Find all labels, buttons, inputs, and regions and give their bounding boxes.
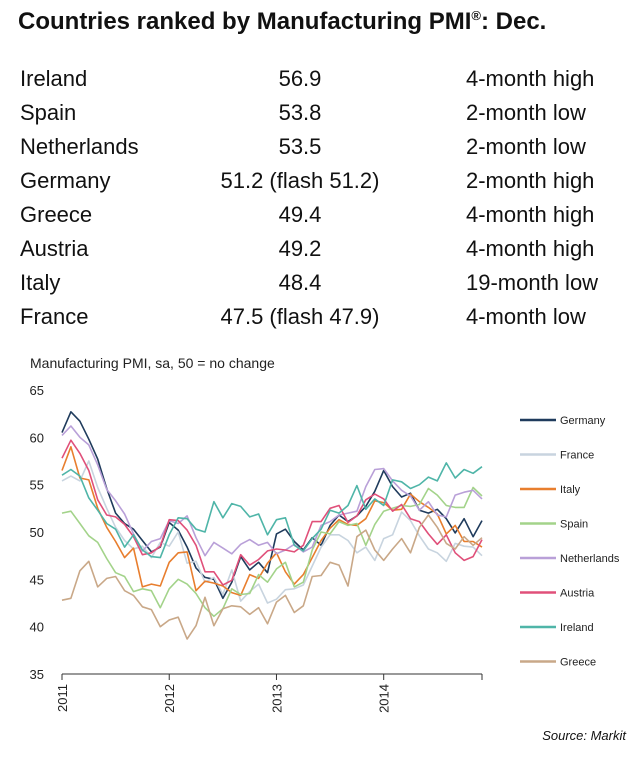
- ranking-table: Ireland 56.9 4-month high Spain 53.8 2-month…: [20, 62, 630, 334]
- pmi-value: 49.4: [278, 202, 322, 227]
- pmi-note: 19-month low: [466, 270, 599, 295]
- table-row: France 47.5 (flash 47.9) 4-month low: [20, 300, 630, 334]
- country-name: Austria: [20, 236, 89, 261]
- series-line-italy: [61, 446, 483, 597]
- pmi-value: 48.4: [278, 270, 322, 295]
- series-line-netherlands: [61, 425, 483, 557]
- table-row: Greece 49.4 4-month high: [20, 198, 630, 232]
- legend-label: Austria: [560, 588, 595, 600]
- table-row: Netherlands 53.5 2-month low: [20, 130, 630, 164]
- x-tick-label: 2011: [55, 684, 70, 712]
- country-name: France: [20, 304, 89, 329]
- country-name: Spain: [20, 100, 77, 125]
- pmi-line-chart: Manufacturing PMI, sa, 50 = no change 35 4…: [30, 355, 620, 713]
- country-name: Ireland: [20, 66, 88, 91]
- pmi-note: 4-month high: [466, 236, 595, 261]
- table-row: Italy 48.4 19-month low: [20, 266, 630, 300]
- table-row: Ireland 56.9 4-month high: [20, 62, 630, 96]
- table-row: Austria 49.2 4-month high: [20, 232, 630, 266]
- series-line-spain: [61, 486, 483, 618]
- pmi-value: 51.2 (flash 51.2): [220, 168, 380, 193]
- country-name: Greece: [20, 202, 93, 227]
- pmi-note: 4-month low: [466, 304, 586, 329]
- y-tick-label: 50: [30, 525, 44, 540]
- pmi-value: 49.2: [278, 236, 322, 261]
- legend-label: Spain: [560, 519, 588, 531]
- country-name: Germany: [20, 168, 111, 193]
- pmi-value: 47.5 (flash 47.9): [220, 304, 380, 329]
- x-tick-label: 2012: [162, 684, 177, 713]
- y-tick-label: 35: [30, 667, 44, 682]
- legend-label: Germany: [560, 415, 606, 427]
- pmi-note: 2-month low: [466, 134, 586, 159]
- legend-label: Italy: [560, 484, 581, 496]
- legend-label: Ireland: [560, 622, 594, 634]
- series-line-ireland: [61, 462, 483, 559]
- y-tick-label: 40: [30, 620, 44, 635]
- pmi-note: 2-month low: [466, 100, 586, 125]
- y-tick-label: 45: [30, 572, 44, 587]
- pmi-value: 56.9: [278, 66, 322, 91]
- legend-label: France: [560, 450, 594, 462]
- source-note: Source: Markit: [542, 728, 626, 743]
- pmi-note: 4-month high: [466, 66, 595, 91]
- chart-title: Manufacturing PMI, sa, 50 = no change: [30, 355, 275, 371]
- pmi-note: 2-month high: [466, 168, 595, 193]
- series-line-austria: [61, 439, 483, 586]
- y-tick-label: 55: [30, 478, 44, 493]
- legend-label: Greece: [560, 657, 596, 669]
- country-name: Italy: [20, 270, 61, 295]
- x-tick-label: 2014: [377, 684, 392, 713]
- y-tick-label: 65: [30, 383, 44, 398]
- pmi-value: 53.5: [278, 134, 322, 159]
- series-line-france: [61, 460, 483, 604]
- country-name: Netherlands: [20, 134, 139, 159]
- pmi-value: 53.8: [278, 100, 322, 125]
- table-row: Spain 53.8 2-month low: [20, 96, 630, 130]
- x-tick-label: 2013: [269, 684, 284, 713]
- table-row: Germany 51.2 (flash 51.2) 2-month high: [20, 164, 630, 198]
- series-line-greece: [61, 514, 483, 640]
- legend-label: Netherlands: [560, 553, 620, 565]
- page-title: Countries ranked by Manufacturing PMI®: …: [18, 8, 547, 35]
- pmi-note: 4-month high: [466, 202, 595, 227]
- y-tick-label: 60: [30, 430, 44, 445]
